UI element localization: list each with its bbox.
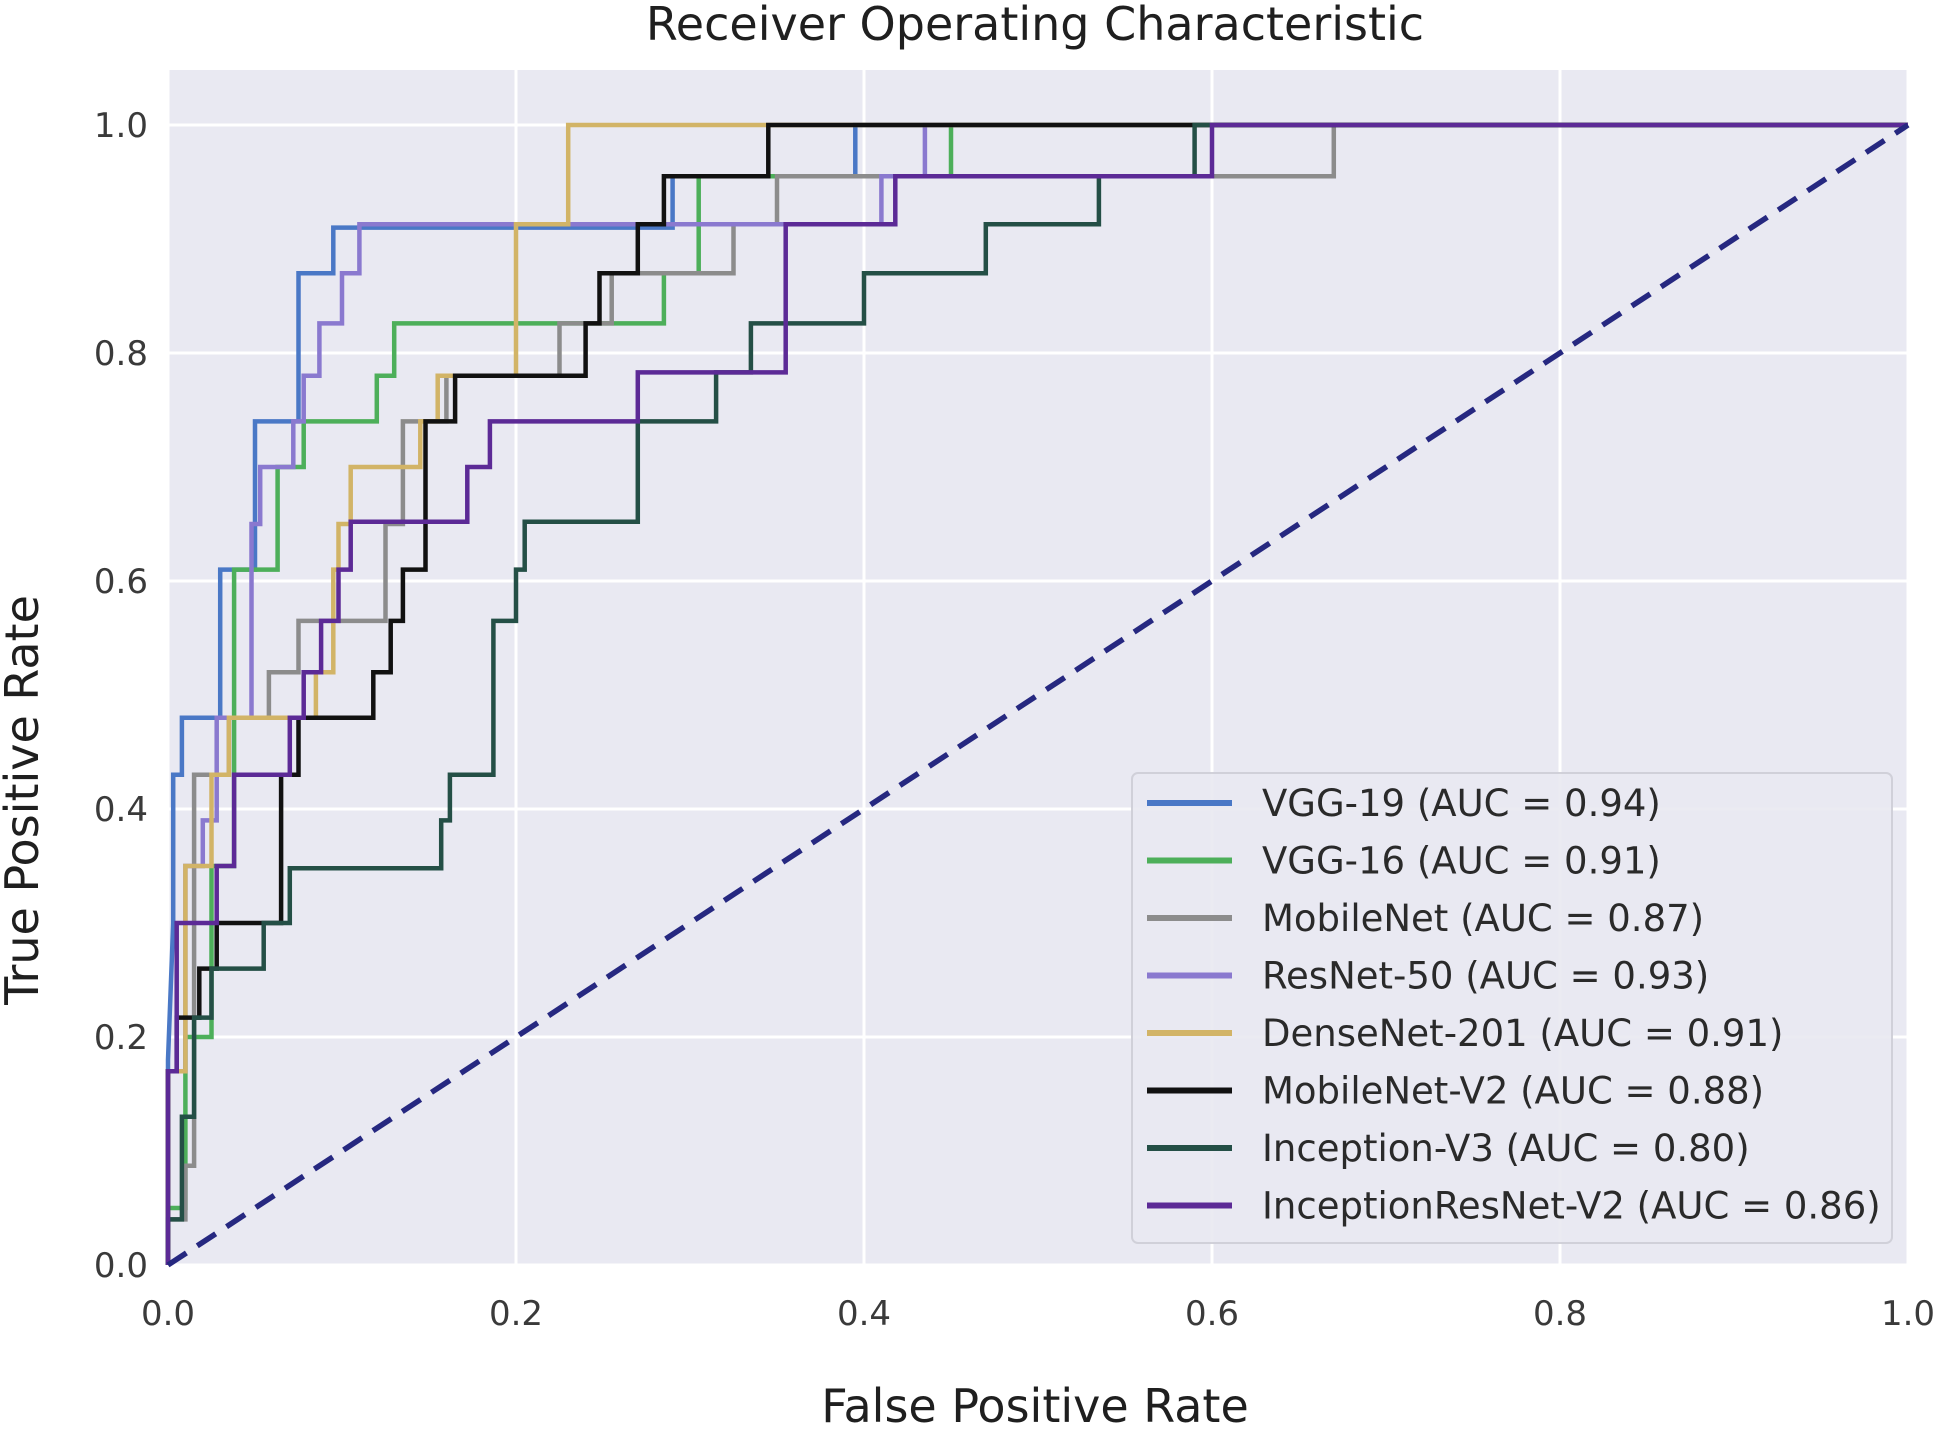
y-tick-label: 0.8 [94,334,148,374]
x-tick-label: 1.0 [1881,1294,1935,1334]
series-line-inception-v3 [165,122,1908,1265]
legend-entry-label: VGG-19 (AUC = 0.94) [1262,782,1661,825]
y-tick-label: 0.4 [94,790,148,830]
x-tick-label: 0.0 [141,1294,195,1334]
x-tick-label: 0.6 [1185,1294,1239,1334]
legend-entry-label: DenseNet-201 (AUC = 0.91) [1262,1012,1783,1055]
legend-entry-label: MobileNet (AUC = 0.87) [1262,897,1704,940]
grid [166,70,1910,1267]
x-tick-label: 0.2 [489,1294,543,1334]
legend-box [1131,772,1893,1244]
x-axis-title: False Positive Rate [821,1379,1249,1430]
chart-title: Receiver Operating Characteristic [646,0,1424,51]
legend-entry-label: VGG-16 (AUC = 0.91) [1262,840,1661,883]
y-tick-label: 0.0 [94,1246,148,1286]
x-tick-label: 0.4 [837,1294,891,1334]
series-line-mobilenet-v2 [165,122,1908,1265]
y-axis-title: True Positive Rate [0,595,49,1006]
legend-entry-label: Inception-V3 (AUC = 0.80) [1262,1127,1750,1170]
series-line-vgg-19 [165,122,1908,1265]
y-tick-label: 1.0 [94,106,148,146]
legend: VGG-19 (AUC = 0.94) VGG-16 (AUC = 0.91) Mo… [1131,772,1893,1244]
y-tick-label: 0.2 [94,1018,148,1058]
y-tick-label: 0.6 [94,562,148,602]
x-tick-label: 0.8 [1533,1294,1587,1334]
series-line-resnet-50 [165,122,1908,1265]
legend-entry-label: MobileNet-V2 (AUC = 0.88) [1262,1070,1764,1113]
series-lines [165,122,1910,1268]
legend-entry-label: InceptionResNet-V2 (AUC = 0.86) [1262,1185,1881,1228]
legend-entry-label: ResNet-50 (AUC = 0.93) [1262,955,1709,998]
tick-labels: 0.0 0.2 0.4 0.6 0.8 1.0 0.0 0.2 0.4 0.6 0.8 1.0 [94,106,1935,1334]
chance-reference-line [166,122,1910,1268]
series-line-inceptionresnet-v2 [165,122,1908,1265]
